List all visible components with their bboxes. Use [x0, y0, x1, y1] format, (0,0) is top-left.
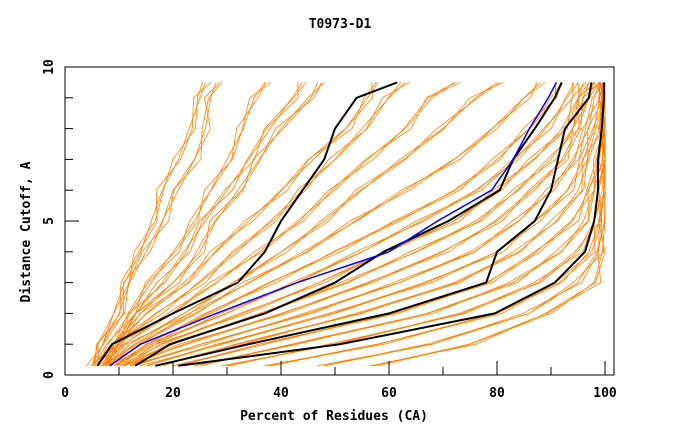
reference-curve: [134, 81, 563, 367]
model-curve: [95, 82, 299, 367]
model-curve: [97, 82, 266, 366]
model-curve: [108, 82, 402, 366]
x-tick-label: 80: [489, 386, 505, 401]
model-curve: [324, 82, 606, 367]
reference-curve: [96, 81, 398, 367]
model-curve: [317, 82, 606, 367]
highlight-curve: [109, 82, 558, 367]
model-curve: [91, 82, 211, 366]
model-curve: [378, 82, 606, 367]
chart-title: T0973-D1: [309, 17, 372, 32]
model-curve: [130, 82, 601, 367]
model-curve: [107, 82, 541, 367]
reference-curve: [178, 82, 605, 367]
model-curve: [97, 82, 204, 366]
model-curve: [264, 82, 606, 367]
model-curve: [105, 82, 373, 367]
model-curve: [113, 82, 579, 367]
model-curve: [101, 82, 501, 367]
model-curve: [124, 82, 580, 367]
y-tick-label: 0: [42, 371, 57, 379]
model-curve: [323, 82, 606, 367]
reference-curves: [96, 81, 605, 367]
model-curve: [106, 82, 504, 367]
x-axis-label: Percent of Residues (CA): [240, 409, 428, 424]
model-curve: [104, 82, 410, 366]
highlight-curve-group: [109, 82, 558, 367]
model-curve: [129, 82, 606, 367]
plot-frame: [64, 66, 615, 376]
model-curve: [101, 82, 546, 367]
model-curve: [116, 82, 556, 367]
model-curve: [91, 82, 267, 367]
model-curve: [106, 82, 456, 366]
model-curve: [98, 82, 461, 367]
model-curve: [372, 82, 606, 367]
x-tick-label: 100: [593, 386, 617, 401]
model-curve: [91, 82, 217, 366]
model-curve: [108, 82, 377, 366]
x-tick-label: 0: [61, 386, 69, 401]
model-curve: [93, 82, 322, 367]
model-curve: [102, 82, 379, 367]
x-tick-label: 60: [381, 386, 397, 401]
model-curve: [97, 82, 325, 367]
y-tick-label: 10: [42, 59, 57, 75]
model-curve: [94, 82, 220, 366]
y-axis-label: Distance Cutoff, A: [19, 161, 34, 302]
x-tick-label: 40: [273, 386, 289, 401]
y-tick-label: 5: [42, 217, 57, 225]
model-curve: [86, 82, 223, 367]
reference-curve: [154, 82, 593, 367]
model-curve: [101, 82, 319, 366]
model-curve: [108, 82, 562, 367]
model-curve: [200, 82, 606, 367]
model-curve: [102, 82, 406, 367]
model-curves: [86, 82, 606, 367]
model-curve: [193, 82, 606, 367]
model-curve: [123, 82, 599, 367]
model-curve: [194, 82, 606, 367]
model-curve: [122, 82, 587, 367]
model-curve: [107, 82, 498, 367]
x-tick-label: 20: [165, 386, 181, 401]
model-curve: [105, 82, 538, 367]
axis-ticks: 0 20 40 60 80 100 0 5 10: [42, 59, 617, 401]
model-curve: [119, 82, 575, 367]
model-curve: [124, 82, 590, 367]
